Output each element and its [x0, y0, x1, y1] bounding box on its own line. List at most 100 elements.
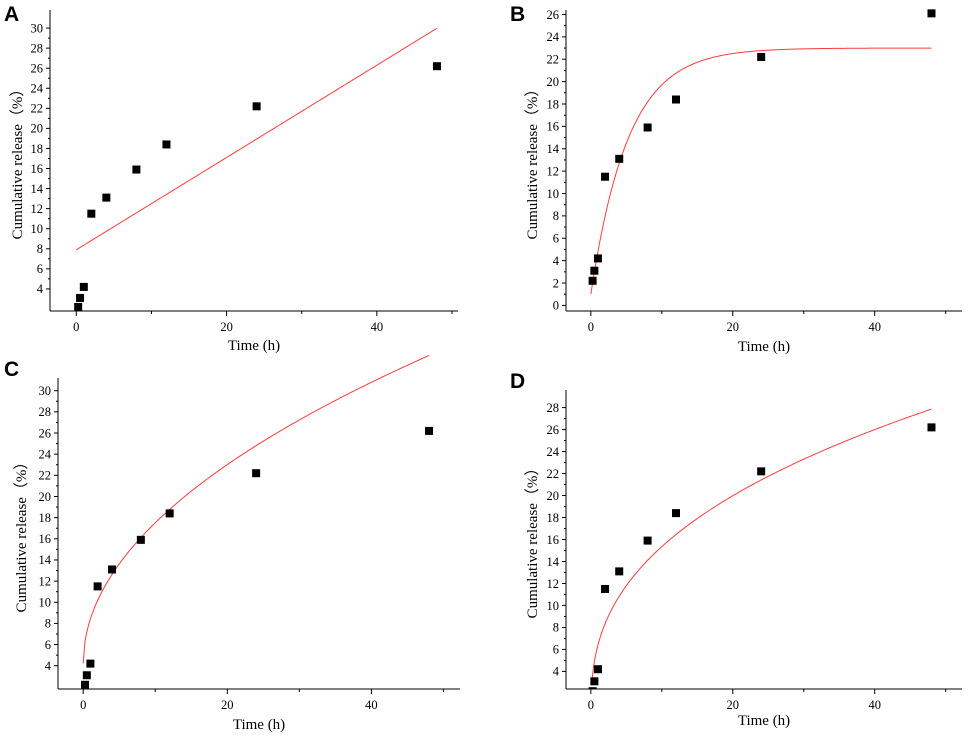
y-tick-label: 16 — [547, 120, 560, 134]
y-tick-label: 12 — [31, 202, 44, 216]
y-tick-label: 18 — [547, 511, 560, 525]
y-tick-label: 10 — [39, 596, 52, 610]
y-tick-label: 16 — [39, 532, 52, 546]
x-tick-label: 40 — [868, 698, 881, 712]
y-tick-label: 20 — [547, 489, 560, 503]
y-tick-label: 20 — [31, 122, 44, 136]
x-axis-title: Time (h) — [738, 339, 790, 355]
y-axis-title: Cumulative release（%） — [9, 82, 26, 240]
y-tick-label: 16 — [547, 533, 560, 547]
data-point — [74, 302, 83, 311]
data-point — [252, 102, 261, 111]
x-axis-title: Time (h) — [738, 713, 790, 729]
data-point — [590, 266, 599, 275]
x-tick-label: 0 — [588, 698, 594, 712]
data-point — [82, 671, 91, 680]
y-tick-label: 24 — [39, 447, 52, 461]
data-point — [252, 469, 261, 478]
x-axis-title: Time (h) — [228, 338, 280, 354]
data-point — [601, 172, 610, 181]
data-point — [102, 193, 111, 202]
y-axis-title: Cumulative release（%） — [13, 455, 30, 613]
y-tick-label: 8 — [553, 209, 559, 223]
y-tick-label: 18 — [31, 142, 44, 156]
data-point — [615, 154, 624, 163]
y-tick-label: 22 — [39, 469, 52, 483]
y-tick-label: 4 — [45, 659, 52, 673]
data-points — [588, 423, 936, 689]
y-tick-label: 18 — [39, 511, 52, 525]
panel-a: A 4 6 8 10 12 14 16 18 20 22 24 26 28 30 0 20 40 Time (h)… — [4, 3, 458, 354]
y-axis-title: Cumulative release（%） — [524, 461, 541, 619]
data-point — [93, 582, 102, 591]
y-tick-label: 12 — [547, 577, 560, 591]
panel-letter-d: D — [510, 370, 525, 393]
y-tick-label: 24 — [31, 82, 44, 96]
data-point — [588, 687, 597, 689]
fit-curve — [76, 27, 438, 251]
x-tick-label: 20 — [221, 698, 234, 712]
data-point — [165, 509, 174, 518]
data-point — [425, 426, 434, 435]
y-tick-label: 8 — [553, 621, 559, 635]
y-tick-label: 26 — [547, 423, 560, 437]
data-point — [432, 62, 441, 71]
y-tick-label: 4 — [553, 254, 560, 268]
fit-curve — [591, 408, 932, 682]
y-tick-label: 22 — [547, 467, 560, 481]
y-tick-label: 30 — [39, 384, 52, 398]
data-point — [601, 584, 610, 593]
data-point — [927, 423, 936, 432]
data-point — [593, 254, 602, 263]
y-tick-label: 6 — [45, 638, 51, 652]
panel-letter-c: C — [4, 358, 19, 381]
x-tick-label: 20 — [727, 698, 740, 712]
y-tick-label: 10 — [547, 187, 560, 201]
data-point — [81, 680, 90, 689]
y-tick-label: 4 — [553, 665, 560, 679]
data-point — [615, 567, 624, 576]
x-tick-label: 40 — [371, 320, 384, 334]
y-tick-label: 26 — [31, 61, 44, 75]
x-tick-label: 20 — [220, 320, 233, 334]
y-tick-label: 6 — [553, 232, 559, 246]
y-tick-label: 6 — [553, 643, 559, 657]
y-tick-label: 22 — [31, 102, 44, 116]
data-point — [593, 665, 602, 674]
y-tick-label: 10 — [31, 222, 44, 236]
y-tick-label: 8 — [37, 242, 43, 256]
y-tick-label: 14 — [39, 553, 52, 567]
data-point — [927, 9, 936, 18]
y-tick-label: 20 — [547, 75, 560, 89]
data-point — [87, 209, 96, 218]
fit-curve — [590, 47, 932, 295]
y-tick-label: 14 — [547, 142, 560, 156]
data-points — [74, 62, 441, 311]
data-point — [672, 95, 680, 104]
y-tick-label: 4 — [37, 282, 44, 296]
panel-letter-b: B — [510, 3, 525, 26]
y-tick-label: 22 — [547, 53, 560, 67]
y-tick-label: 6 — [37, 262, 43, 276]
y-axis-title: Cumulative release（%） — [524, 82, 541, 240]
y-tick-label: 24 — [547, 445, 560, 459]
data-point — [86, 659, 95, 668]
data-point — [588, 276, 597, 285]
data-point — [757, 52, 766, 61]
y-tick-label: 14 — [31, 182, 44, 196]
data-point — [132, 165, 141, 174]
data-point — [643, 123, 652, 132]
data-points — [81, 426, 434, 689]
panel-c: C 4 6 8 10 12 14 16 18 20 22 24 26 28 30 0 20 40 Time (h)… — [4, 355, 460, 733]
y-tick-label: 14 — [547, 555, 560, 569]
y-tick-label: 28 — [547, 401, 560, 415]
x-tick-label: 0 — [73, 320, 79, 334]
data-point — [590, 677, 599, 686]
y-tick-label: 26 — [39, 426, 52, 440]
x-tick-label: 20 — [727, 320, 740, 334]
y-tick-label: 0 — [553, 299, 559, 313]
y-tick-label: 2 — [553, 276, 559, 290]
data-point — [136, 535, 145, 544]
y-tick-label: 28 — [31, 41, 44, 55]
